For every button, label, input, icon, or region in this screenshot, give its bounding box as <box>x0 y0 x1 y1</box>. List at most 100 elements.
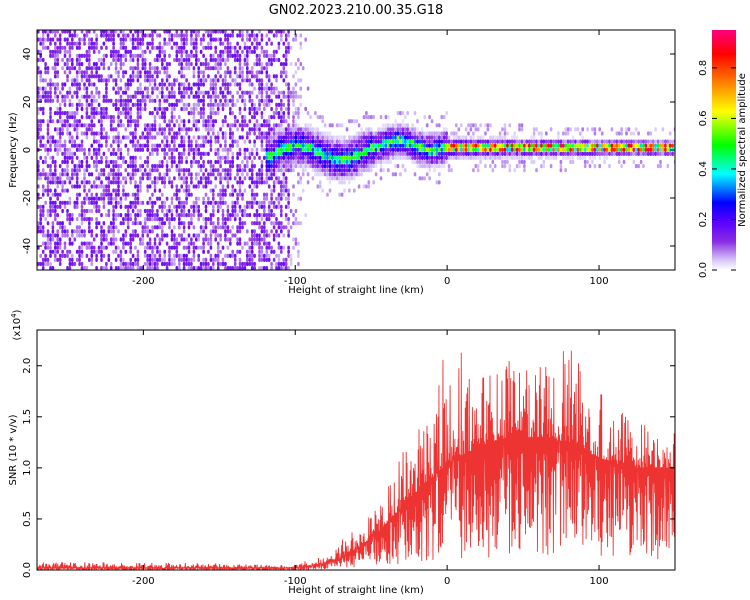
heatmap-cell <box>83 176 86 181</box>
heatmap-cell <box>165 62 169 67</box>
heatmap-cell <box>326 176 329 181</box>
heatmap-cell <box>37 176 40 181</box>
heatmap-cell <box>151 245 154 250</box>
heatmap-cell <box>316 172 320 177</box>
heatmap-cell <box>418 135 422 140</box>
heatmap-cell <box>122 188 125 193</box>
heatmap-cell <box>255 94 259 99</box>
heatmap-cell <box>428 176 431 181</box>
heatmap-cell <box>226 204 230 209</box>
heatmap-cell <box>226 208 230 214</box>
heatmap-cell <box>139 200 142 205</box>
heatmap-cell <box>153 266 157 270</box>
heatmap-cell <box>287 106 290 112</box>
heatmap-cell <box>75 57 79 63</box>
heatmap-cell <box>258 70 261 75</box>
heatmap-cell <box>425 135 429 140</box>
heatmap-cell <box>68 115 72 120</box>
heatmap-cell <box>114 98 118 103</box>
heatmap-cell <box>151 90 154 95</box>
heatmap-cell <box>396 131 400 136</box>
heatmap-cell <box>270 196 273 201</box>
heatmap-cell <box>182 74 186 79</box>
x-tick-label: -100 <box>284 276 307 287</box>
heatmap-cell <box>333 164 337 169</box>
heatmap-cell <box>153 30 157 34</box>
heatmap-cell <box>250 245 254 250</box>
heatmap-cell <box>105 233 108 238</box>
heatmap-cell <box>275 233 278 238</box>
heatmap-cell <box>335 168 339 173</box>
heatmap-cell <box>250 180 254 185</box>
heatmap-cell <box>355 131 358 136</box>
heatmap-cell <box>146 261 149 267</box>
heatmap-cell <box>418 151 422 156</box>
heatmap-cell <box>39 49 42 54</box>
heatmap-cell <box>114 225 118 230</box>
heatmap-cell <box>280 37 283 42</box>
heatmap-cell <box>233 261 237 267</box>
heatmap-cell <box>161 261 164 267</box>
heatmap-cell <box>452 139 456 144</box>
heatmap-cell <box>581 127 584 132</box>
heatmap-cell <box>289 164 293 169</box>
heatmap-cell <box>287 266 290 270</box>
heatmap-cell <box>185 106 188 112</box>
heatmap-cell <box>187 143 191 148</box>
heatmap-cell <box>637 139 640 144</box>
heatmap-cell <box>107 192 111 197</box>
heatmap-cell <box>498 131 502 136</box>
heatmap-cell <box>187 245 191 250</box>
heatmap-cell <box>309 155 312 160</box>
heatmap-cell <box>221 221 225 226</box>
heatmap-cell <box>513 151 516 156</box>
heatmap-cell <box>374 159 378 165</box>
heatmap-cell <box>486 143 490 148</box>
heatmap-cell <box>180 82 183 87</box>
heatmap-cell <box>151 229 154 234</box>
heatmap-cell <box>122 62 125 67</box>
heatmap-cell <box>41 249 45 254</box>
heatmap-cell <box>219 192 222 197</box>
heatmap-cell <box>202 172 205 177</box>
heatmap-cell <box>503 135 507 140</box>
heatmap-cell <box>199 78 203 83</box>
heatmap-cell <box>304 155 307 160</box>
heatmap-cell <box>270 135 273 140</box>
heatmap-cell <box>102 111 106 116</box>
heatmap-cell <box>158 249 162 254</box>
heatmap-cell <box>95 111 98 116</box>
heatmap-cell <box>472 131 475 136</box>
heatmap-cell <box>185 213 188 218</box>
heatmap-cell <box>73 66 77 71</box>
heatmap-cell <box>253 184 256 189</box>
heatmap-cell <box>333 151 337 156</box>
heatmap-cell <box>119 119 123 124</box>
heatmap-cell <box>238 86 242 91</box>
heatmap-cell <box>508 139 512 144</box>
heatmap-cell <box>129 82 132 87</box>
heatmap-cell <box>92 249 96 254</box>
heatmap-cell <box>394 139 397 144</box>
heatmap-cell <box>134 102 137 107</box>
heatmap-cell <box>151 111 154 116</box>
x-tick-label: -100 <box>284 576 307 587</box>
heatmap-cell <box>566 151 570 156</box>
heatmap-cell <box>231 184 234 189</box>
heatmap-cell <box>564 139 567 144</box>
heatmap-cell <box>134 45 137 50</box>
heatmap-cell <box>216 159 220 165</box>
heatmap-cell <box>569 143 572 148</box>
heatmap-cell <box>233 233 237 238</box>
heatmap-cell <box>197 151 200 156</box>
heatmap-cell <box>180 33 183 38</box>
heatmap-cell <box>39 176 42 181</box>
heatmap-cell <box>270 208 273 214</box>
heatmap-cell <box>102 115 106 120</box>
heatmap-cell <box>97 111 101 116</box>
heatmap-cell <box>326 131 329 136</box>
heatmap-cell <box>233 78 237 83</box>
heatmap-cell <box>238 151 242 156</box>
heatmap-cell <box>156 257 159 262</box>
heatmap-cell <box>175 41 179 46</box>
